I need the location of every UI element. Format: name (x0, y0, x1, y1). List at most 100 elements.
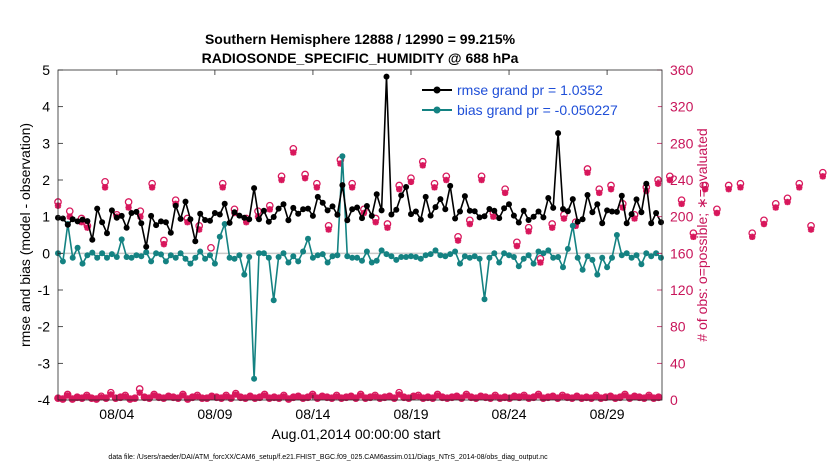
obs-evaluated-marker (478, 176, 485, 184)
bias-series-point (363, 248, 370, 255)
bias-series-point (344, 253, 351, 260)
data-file-footer: data file: /Users/raeder/DAI/ATM_forcXX/… (108, 454, 548, 461)
bias-series-point (643, 250, 650, 257)
rmse-series-point (584, 192, 591, 198)
obs-evaluated-marker-bottom (395, 391, 403, 398)
y-left-tick-label: 0 (42, 245, 50, 261)
bias-series-point (309, 254, 316, 261)
y-left-tick-label: -2 (38, 319, 51, 335)
rmse-series-point (564, 208, 571, 215)
rmse-series-point (471, 208, 478, 215)
rmse-series-point (216, 211, 223, 218)
rmse-series-point (398, 192, 405, 199)
obs-evaluated-marker (584, 169, 591, 176)
x-tick-label: 08/04 (99, 406, 134, 422)
bias-series-point (564, 245, 571, 252)
bias-series-point (457, 260, 463, 267)
rmse-series-point (314, 193, 321, 200)
bias-series-point (359, 257, 365, 264)
rmse-series-point (113, 214, 120, 221)
obs-evaluated-marker (525, 228, 532, 235)
bias-series-point (202, 255, 209, 262)
obs-evaluated-marker (325, 226, 332, 233)
rmse-series-point (447, 182, 454, 189)
obs-evaluated-marker (537, 259, 544, 266)
rmse-series-point (236, 212, 243, 219)
obs-evaluated-marker (513, 242, 521, 250)
bias-series-point (319, 251, 326, 258)
obs-evaluated-marker (160, 240, 168, 248)
bias-series-point (628, 254, 635, 261)
obs-evaluated-marker-bottom (131, 394, 139, 402)
bias-series-point (177, 250, 184, 257)
y-right-tick-label: 0 (670, 392, 678, 408)
rmse-series-point (354, 204, 361, 211)
bias-series-point (466, 254, 473, 261)
rmse-series-point (123, 224, 130, 231)
rmse-series-point (79, 216, 86, 223)
rmse-series-point (476, 214, 483, 221)
bias-series-point (84, 252, 91, 259)
bias-series-point (241, 271, 248, 278)
bias-series-point (59, 258, 66, 265)
rmse-series-point (618, 192, 625, 199)
legend: rmse grand pr = 1.0352 bias grand pr = -… (418, 78, 658, 122)
bias-series-point (275, 254, 282, 260)
rmse-series-point (643, 180, 650, 187)
obs-evaluated-marker-bottom (107, 391, 115, 398)
bias-series-point (236, 252, 243, 259)
bias-series-point (491, 250, 498, 257)
obs-evaluated-marker-bottom (189, 394, 196, 401)
bias-series-point (182, 255, 189, 262)
chart-title-line-2: RADIOSONDE_SPECIFIC_HUMIDITY @ 688 hPa (202, 50, 519, 66)
rmse-series-point (574, 218, 581, 225)
rmse-series-point (207, 217, 213, 224)
bias-series-point (584, 253, 591, 260)
obs-evaluated-marker (396, 185, 403, 193)
rmse-series-point (560, 206, 566, 212)
obs-evaluated-marker (784, 198, 791, 206)
rmse-series-point (383, 73, 390, 80)
bias-series-point (515, 263, 522, 270)
bias-series-point (143, 249, 150, 256)
bias-series-point (442, 253, 449, 260)
bias-series-point (197, 248, 204, 255)
rmse-series-point (491, 207, 498, 214)
rmse-series-point (569, 196, 576, 203)
bias-series-point (555, 254, 562, 260)
rmse-series-point (457, 208, 463, 215)
rmse-series-point (133, 208, 140, 215)
rmse-series-point (231, 209, 238, 216)
bias-series-point (481, 296, 488, 303)
rmse-series-point (128, 210, 135, 216)
rmse-series-point (305, 205, 311, 212)
y-right-tick-label: 360 (670, 62, 694, 78)
rmse-series-point (285, 217, 292, 224)
bias-series-point (251, 375, 258, 382)
obs-evaluated-marker (560, 215, 568, 222)
bias-series-point (432, 247, 439, 254)
rmse-series-point (368, 212, 375, 219)
bias-series-point (471, 253, 478, 260)
bias-series-point (535, 248, 542, 255)
bias-series-point (133, 252, 140, 259)
bias-series-point (417, 255, 424, 262)
obs-evaluated-marker-bottom (179, 392, 187, 399)
rmse-series-point (510, 212, 517, 219)
obs-evaluated-marker-bottom (333, 393, 340, 400)
bias-series-point (638, 261, 645, 268)
rmse-series-point (442, 206, 449, 213)
obs-evaluated-marker-bottom (439, 394, 446, 401)
rmse-series-point (74, 218, 81, 225)
rmse-series-point (344, 217, 351, 224)
obs-evaluated-marker (548, 224, 556, 231)
rmse-series-point (309, 212, 316, 219)
rmse-series-point (104, 230, 110, 237)
bias-series-point (569, 222, 576, 229)
bias-series-point (285, 259, 292, 266)
x-tick-label: 08/09 (197, 406, 232, 422)
rmse-series-point (373, 191, 380, 198)
obs-evaluated-marker (431, 184, 438, 191)
rmse-series-point (295, 210, 302, 217)
rmse-series-point (466, 207, 473, 214)
